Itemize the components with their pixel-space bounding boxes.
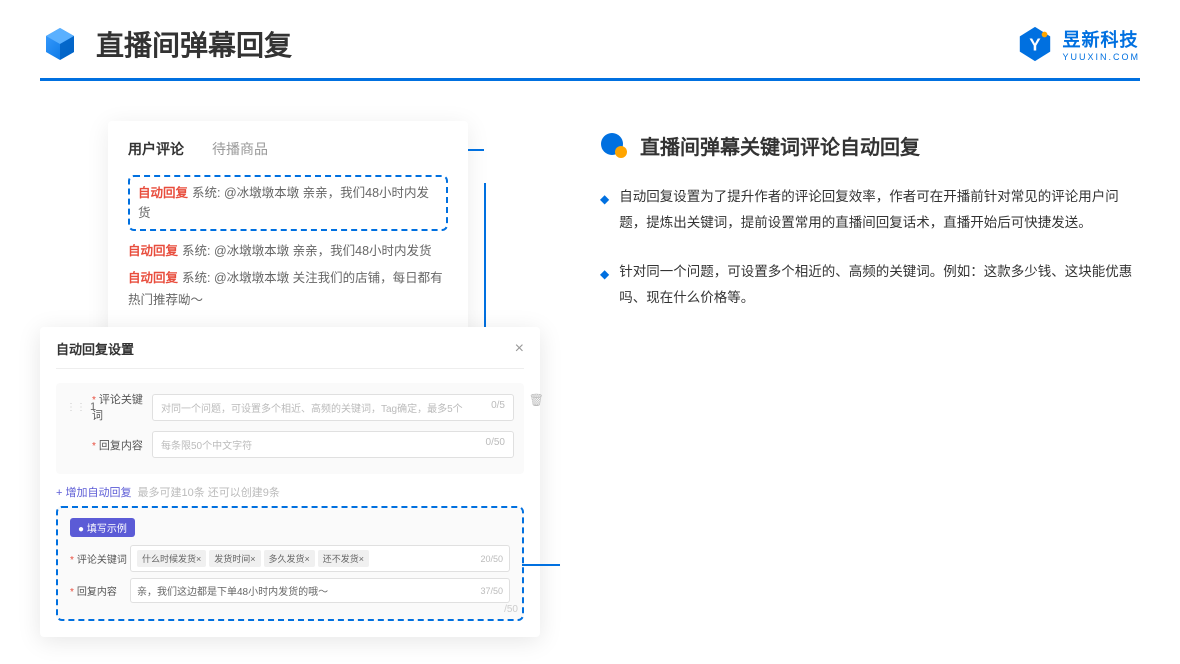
- ex-keyword-input[interactable]: 什么时候发货×发货时间×多久发货×还不发货× 20/50: [130, 545, 510, 572]
- brand-logo-icon: Y: [1016, 25, 1054, 63]
- brand-logo: Y 昱新科技 YUUXIN.COM: [1016, 25, 1140, 63]
- bullet-icon: ◆: [600, 263, 609, 310]
- drag-icon[interactable]: ⋮⋮: [66, 402, 86, 413]
- auto-reply-tag: 自动回复: [128, 244, 178, 258]
- header-cube-icon: [40, 24, 80, 64]
- add-hint: 最多可建10条 还可以创建9条: [137, 487, 279, 499]
- settings-title: 自动回复设置: [56, 339, 134, 358]
- keyword-tag[interactable]: 什么时候发货×: [137, 550, 206, 567]
- char-count: 0/5: [491, 400, 505, 415]
- brand-name: 昱新科技: [1062, 26, 1140, 52]
- highlighted-reply: 自动回复系统: @冰墩墩本墩 亲亲，我们48小时内发货: [128, 175, 448, 231]
- ex-char-count: 37/50: [480, 586, 503, 596]
- keyword-input[interactable]: 对同一个问题，可设置多个相近、高频的关键词，Tag确定，最多5个0/5: [152, 394, 514, 421]
- ex-content-input[interactable]: 亲，我们这边都是下单48小时内发货的哦～ 37/50: [130, 578, 510, 603]
- auto-reply-tag: 自动回复: [138, 186, 188, 200]
- keyword-tag[interactable]: 发货时间×: [209, 550, 260, 567]
- brand-domain: YUUXIN.COM: [1062, 52, 1140, 62]
- char-count: 0/50: [486, 437, 505, 452]
- paragraph-2: 针对同一个问题，可设置多个相近的、高频的关键词。例如：这款多少钱、这块能优惠吗、…: [619, 259, 1140, 310]
- chat-bubble-icon: [600, 132, 628, 160]
- bullet-icon: ◆: [600, 188, 609, 235]
- connector-icon: [522, 564, 560, 566]
- example-block: ● 填写示例 *评论关键词 什么时候发货×发货时间×多久发货×还不发货× 20/…: [56, 506, 524, 621]
- settings-card: 自动回复设置 × ⋮⋮1 *评论关键词 对同一个问题，可设置多个相近、高频的关键…: [40, 327, 540, 637]
- stray-count: /50: [504, 604, 518, 615]
- keyword-label: 评论关键词: [92, 394, 143, 422]
- trash-icon[interactable]: 🗑: [529, 393, 544, 407]
- section-title: 直播间弹幕关键词评论自动回复: [640, 131, 920, 160]
- content-label: 回复内容: [99, 440, 143, 452]
- auto-reply-tag: 自动回复: [128, 271, 178, 285]
- reply-line: 自动回复系统: @冰墩墩本墩 亲亲，我们48小时内发货: [128, 241, 448, 262]
- ex-content-label: 回复内容: [77, 587, 117, 598]
- reply-text: 系统: @冰墩墩本墩 亲亲，我们48小时内发货: [182, 244, 432, 258]
- close-icon[interactable]: ×: [515, 340, 524, 358]
- keyword-tag[interactable]: 多久发货×: [264, 550, 315, 567]
- tab-pending-goods[interactable]: 待播商品: [212, 139, 268, 159]
- paragraph-1: 自动回复设置为了提升作者的评论回复效率，作者可在开播前针对常见的评论用户问题，提…: [619, 184, 1140, 235]
- keyword-tag[interactable]: 还不发货×: [318, 550, 369, 567]
- connector-icon: [468, 149, 484, 151]
- svg-text:Y: Y: [1030, 36, 1042, 55]
- page-title: 直播间弹幕回复: [96, 24, 1016, 64]
- add-reply-link[interactable]: + 增加自动回复最多可建10条 还可以创建9条: [56, 484, 524, 500]
- tab-user-comments[interactable]: 用户评论: [128, 139, 184, 159]
- ex-char-count: 20/50: [480, 554, 503, 564]
- content-input[interactable]: 每条限50个中文字符0/50: [152, 431, 514, 458]
- reply-line: 自动回复系统: @冰墩墩本墩 关注我们的店铺，每日都有热门推荐呦～: [128, 268, 448, 311]
- ex-keyword-label: 评论关键词: [77, 555, 127, 566]
- example-badge: ● 填写示例: [70, 518, 135, 537]
